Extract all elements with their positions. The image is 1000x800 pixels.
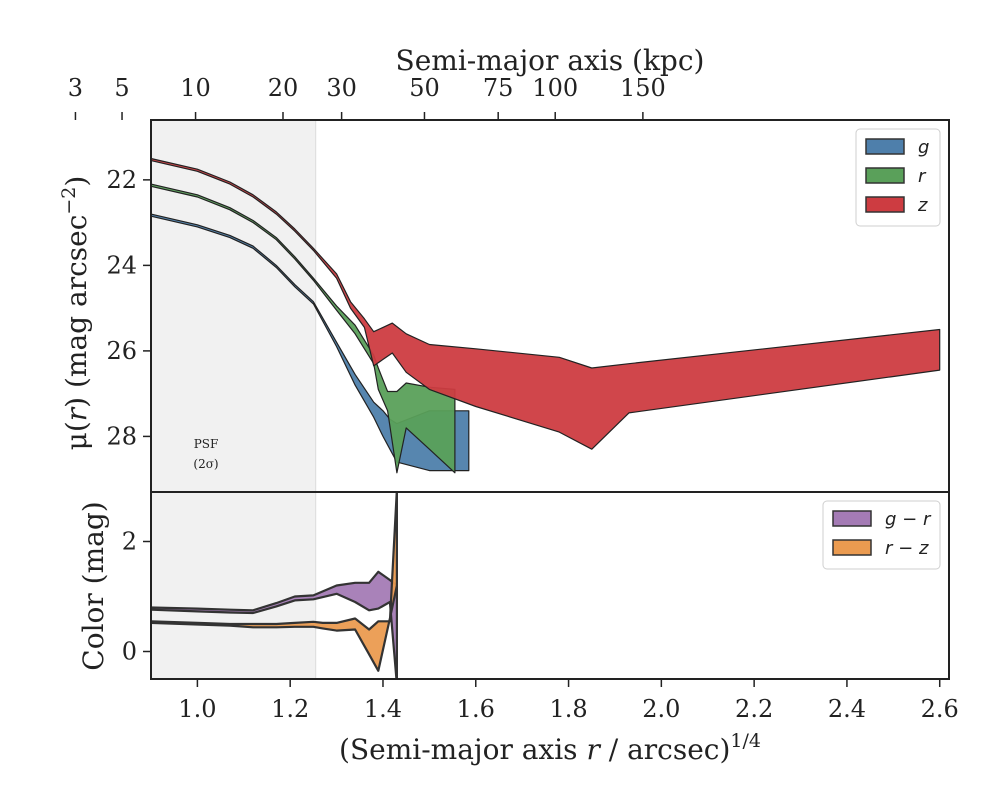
series-r-z-band bbox=[151, 492, 398, 672]
sb-legend: grz bbox=[855, 128, 941, 227]
x-tick-label: 1.4 bbox=[364, 695, 402, 723]
top-x-tick-label: 20 bbox=[268, 74, 299, 102]
sb-y-tick-label: 26 bbox=[106, 337, 137, 365]
psf-region-bottom bbox=[151, 492, 316, 679]
surface-brightness-panel: 22 24 26 28 3 5 10 20 30 50 75 100 150 grz PSF (2σ) bbox=[68, 74, 950, 493]
top-axis-title: Semi-major axis (kpc) bbox=[396, 44, 705, 77]
x-tick-label: 2.0 bbox=[642, 695, 680, 723]
legend-label-g-r: g − r bbox=[885, 509, 932, 530]
x-axis-title: (Semi-major axis r / arcsec)1/4 bbox=[339, 730, 761, 766]
top-x-tick-label: 75 bbox=[483, 74, 514, 102]
top-x-tick-label: 5 bbox=[114, 74, 129, 102]
psf-label-line1: PSF bbox=[194, 437, 219, 451]
legend-swatch-r-z bbox=[832, 539, 872, 556]
legend-swatch-z bbox=[865, 196, 905, 213]
legend-label-z: z bbox=[917, 195, 928, 216]
sb-y-tick-label: 24 bbox=[106, 251, 137, 279]
color-y-axis-title: Color (mag) bbox=[77, 501, 110, 670]
color-panel-frame bbox=[150, 491, 950, 680]
top-x-tick-label: 150 bbox=[620, 74, 666, 102]
legend-swatch-g bbox=[865, 138, 905, 155]
sb-y-tick-label: 22 bbox=[106, 166, 137, 194]
legend-swatch-r bbox=[865, 167, 905, 184]
x-tick-label: 2.6 bbox=[921, 695, 959, 723]
legend-label-r: r bbox=[918, 166, 927, 187]
x-tick-label: 2.4 bbox=[828, 695, 866, 723]
series-g-r-band bbox=[151, 570, 398, 679]
psf-label-line2: (2σ) bbox=[193, 457, 218, 471]
top-x-tick-label: 3 bbox=[68, 74, 83, 102]
x-tick-label: 2.2 bbox=[735, 695, 773, 723]
sb-y-tick-label: 28 bbox=[106, 422, 137, 450]
sb-y-axis-title: μ(r) (mag arcsec−2) bbox=[58, 176, 93, 451]
legend-label-r-z: r − z bbox=[885, 538, 929, 559]
legend-label-g: g bbox=[918, 137, 929, 158]
series-r-band bbox=[150, 183, 456, 474]
x-tick-label: 1.8 bbox=[549, 695, 587, 723]
x-tick-label: 1.2 bbox=[271, 695, 309, 723]
x-tick-label: 1.0 bbox=[178, 695, 216, 723]
psf-region-top bbox=[151, 120, 316, 492]
top-x-tick-label: 30 bbox=[326, 74, 357, 102]
color-panel: 2 0 1.0 1.2 1.4 1.6 1.8 2.0 2.2 2.4 2.6 g − r r − z bbox=[122, 491, 959, 723]
top-x-tick-label: 10 bbox=[180, 74, 211, 102]
x-tick-label: 1.6 bbox=[457, 695, 495, 723]
series-z-band bbox=[150, 157, 941, 450]
color-legend: g − r r − z bbox=[822, 500, 941, 570]
color-y-tick-label: 2 bbox=[122, 528, 137, 556]
top-x-tick-label: 50 bbox=[409, 74, 440, 102]
top-x-tick-label: 100 bbox=[532, 74, 578, 102]
legend-swatch-g-r bbox=[832, 510, 872, 527]
color-y-tick-label: 0 bbox=[122, 638, 137, 666]
